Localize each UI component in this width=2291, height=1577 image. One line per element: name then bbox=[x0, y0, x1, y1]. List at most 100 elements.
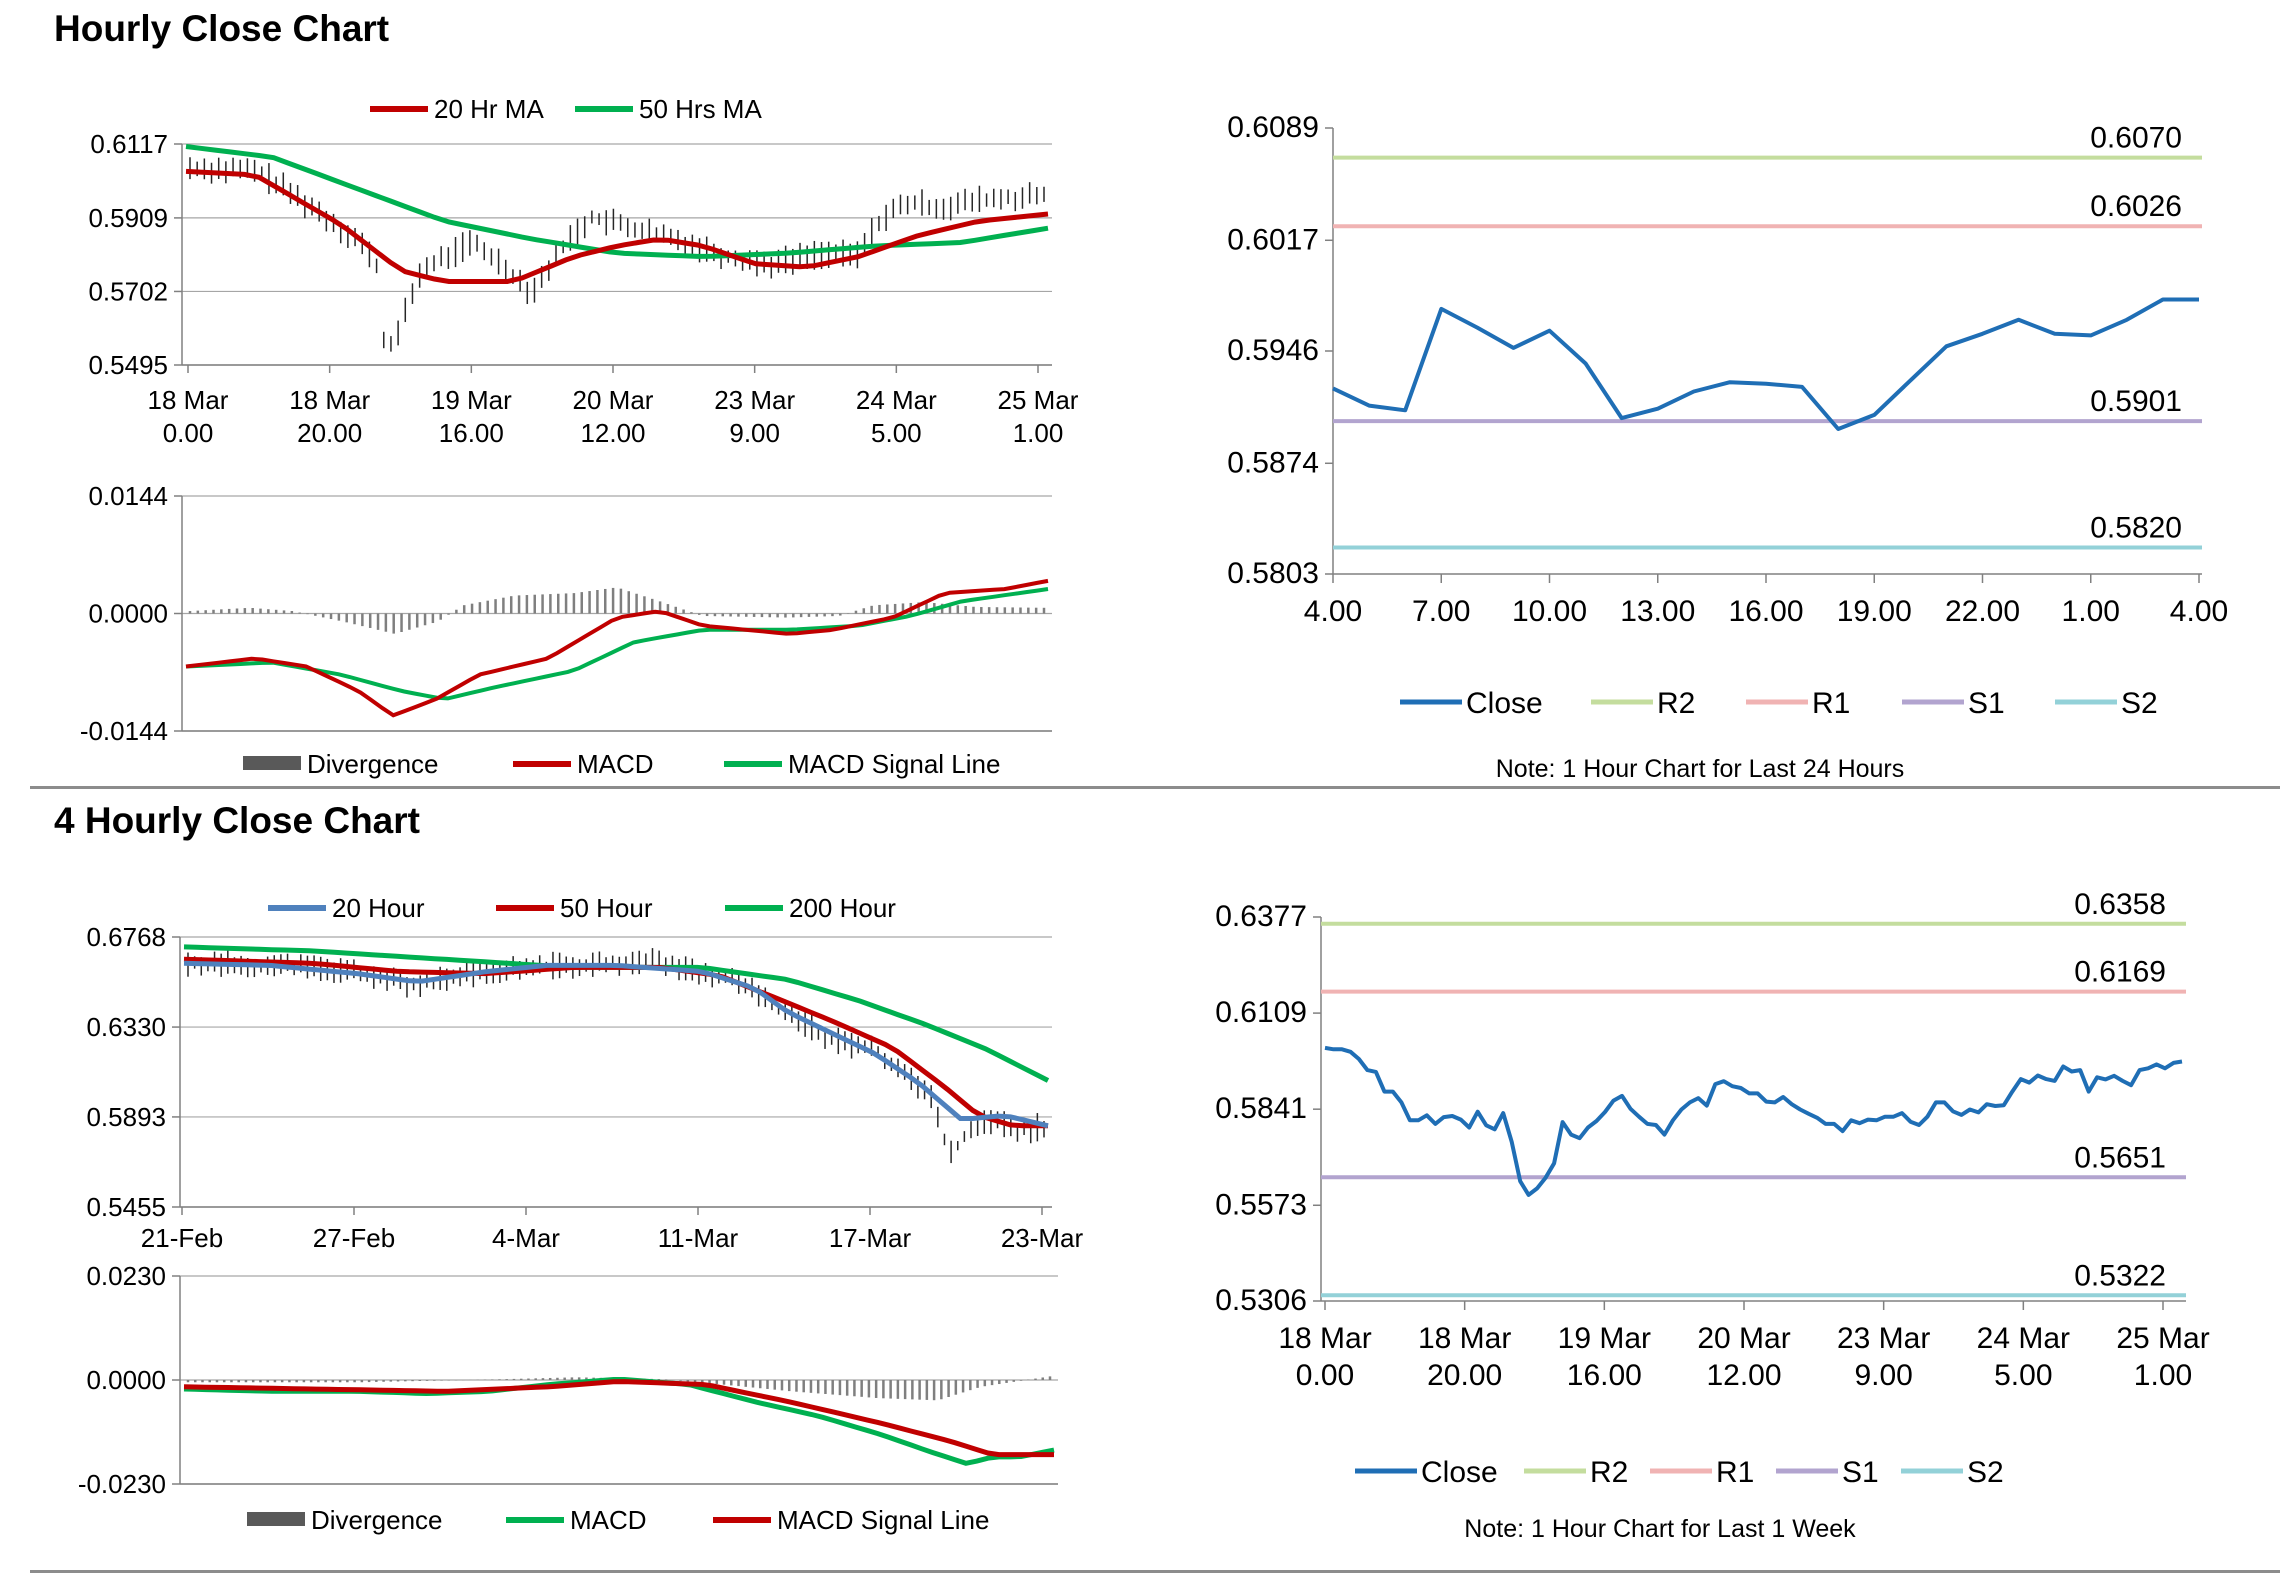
hourly-price-y-tick-label: 0.5495 bbox=[88, 350, 168, 380]
week-sr-legend-label: S1 bbox=[1842, 1456, 1879, 1489]
four-hour-price-x-tick-label: 17-Mar bbox=[829, 1223, 912, 1253]
hourly-sr-level-label-r1: 0.6026 bbox=[2090, 190, 2182, 223]
hourly-sr-x-tick-label: 4.00 bbox=[2170, 595, 2228, 628]
hourly-sr-legend-label: S2 bbox=[2121, 687, 2158, 720]
hourly-price-x-tick-label: 20 Mar bbox=[573, 385, 654, 415]
hourly-sr-y-tick-label: 0.6017 bbox=[1227, 223, 1319, 256]
week-sr-x-tick-label: 25 Mar bbox=[2116, 1322, 2209, 1355]
four-hour-macd-signal-line bbox=[183, 1379, 1054, 1458]
week-sr-x-tick-label: 18 Mar bbox=[1418, 1322, 1511, 1355]
hourly-sr-x-tick-label: 4.00 bbox=[1304, 595, 1362, 628]
hourly-sr-x-tick-label: 13.00 bbox=[1620, 595, 1695, 628]
section-title-four-hourly: 4 Hourly Close Chart bbox=[54, 800, 420, 841]
hourly-macd-signal-line bbox=[185, 587, 1049, 701]
bottom-divider bbox=[30, 1570, 2280, 1573]
week-sr-y-tick-label: 0.5573 bbox=[1215, 1188, 1307, 1221]
four-hour-macd-chart: 0.0230 0.0000 -0.0230 Divergence MACD MACD Si… bbox=[0, 0, 1100, 1570]
week-sr-y-tick-label: 0.5306 bbox=[1215, 1284, 1307, 1317]
hourly-sr-legend-label: R1 bbox=[1812, 687, 1850, 720]
hourly-price-x-tick-label: 16.00 bbox=[439, 418, 504, 448]
hourly-sr-y-tick-label: 0.5803 bbox=[1227, 557, 1319, 590]
four-hour-macd-y-tick-label: 0.0230 bbox=[86, 1261, 166, 1291]
week-sr-level-label-s2: 0.5322 bbox=[2074, 1259, 2166, 1292]
hourly-macd-y-tick-label: 0.0144 bbox=[88, 481, 168, 511]
hourly-price-x-tick-label: 24 Mar bbox=[856, 385, 937, 415]
hourly-sr-x-tick-label: 1.00 bbox=[2062, 595, 2120, 628]
hourly-sr-x-tick-label: 7.00 bbox=[1412, 595, 1470, 628]
week-sr-x-tick-label: 20.00 bbox=[1427, 1359, 1502, 1392]
week-sr-y-tick-label: 0.6377 bbox=[1215, 900, 1307, 933]
hourly-macd-legend-swatch bbox=[243, 756, 301, 770]
four-hour-price-legend-label: 200 Hour bbox=[789, 893, 896, 923]
hourly-sr-x-tick-label: 16.00 bbox=[1728, 595, 1803, 628]
four-hour-price-y-tick-label: 0.5455 bbox=[86, 1192, 166, 1222]
week-sr-x-tick-label: 18 Mar bbox=[1278, 1322, 1371, 1355]
hourly-price-x-tick-label: 25 Mar bbox=[998, 385, 1079, 415]
hourly-macd-chart: 0.0144 0.0000 -0.0144 Divergence MACD MACD Si… bbox=[0, 0, 1100, 790]
four-hour-price-series-20-hour bbox=[183, 960, 1049, 1129]
four-hour-price-y-tick-label: 0.6768 bbox=[86, 922, 166, 952]
hourly-sr-level-label-r2: 0.6070 bbox=[2090, 122, 2182, 155]
hourly-price-x-tick-label: 0.00 bbox=[163, 418, 214, 448]
week-sr-x-tick-label: 5.00 bbox=[1994, 1359, 2052, 1392]
four-hour-macd-legend-label: Divergence bbox=[311, 1505, 443, 1535]
hourly-price-x-tick-label: 20.00 bbox=[297, 418, 362, 448]
hourly-macd-y-tick-label: 0.0000 bbox=[88, 599, 168, 629]
week-sr-x-tick-label: 0.00 bbox=[1296, 1359, 1354, 1392]
hourly-macd-legend-label: Divergence bbox=[307, 749, 439, 779]
week-sr-close-series bbox=[1324, 1045, 2183, 1197]
hourly-sr-x-tick-label: 10.00 bbox=[1512, 595, 1587, 628]
hourly-price-y-tick-label: 0.6117 bbox=[90, 129, 168, 159]
week-sr-level-label-r2: 0.6358 bbox=[2074, 888, 2166, 921]
four-hour-macd-legend-swatch bbox=[247, 1512, 305, 1526]
hourly-sr-level-label-s1: 0.5901 bbox=[2090, 385, 2182, 418]
four-hour-price-x-tick-label: 11-Mar bbox=[658, 1223, 739, 1253]
hourly-macd-legend-label: MACD Signal Line bbox=[788, 749, 1000, 779]
hourly-price-x-tick-label: 12.00 bbox=[580, 418, 645, 448]
hourly-price-series-50hr-ma bbox=[185, 144, 1049, 259]
hourly-price-y-tick-label: 0.5909 bbox=[88, 203, 168, 233]
week-support-resistance-chart: 0.6377 0.6109 0.5841 0.5573 0.5306 18 Mar 0.00… bbox=[1215, 888, 2209, 1489]
week-sr-legend-label: Close bbox=[1421, 1456, 1498, 1489]
hourly-price-x-tick-label: 1.00 bbox=[1013, 418, 1064, 448]
hourly-sr-legend-label: R2 bbox=[1657, 687, 1695, 720]
hourly-sr-y-tick-label: 0.6089 bbox=[1227, 111, 1319, 144]
hourly-price-legend-label: 50 Hrs MA bbox=[639, 94, 762, 124]
hourly-support-resistance-chart: 0.6089 0.6017 0.5946 0.5874 0.5803 4.00 7.00 10… bbox=[0, 0, 2291, 720]
week-sr-level-label-s1: 0.5651 bbox=[2074, 1141, 2166, 1174]
hourly-sr-x-tick-label: 19.00 bbox=[1837, 595, 1912, 628]
section-divider bbox=[30, 786, 2280, 789]
four-hour-macd-y-tick-label: -0.0230 bbox=[78, 1469, 166, 1499]
section-title-hourly: Hourly Close Chart bbox=[54, 8, 390, 49]
hourly-price-x-tick-label: 18 Mar bbox=[289, 385, 370, 415]
week-sr-x-tick-label: 23 Mar bbox=[1837, 1322, 1930, 1355]
four-hour-price-y-tick-label: 0.6330 bbox=[86, 1012, 166, 1042]
hourly-price-series-20hr-ma bbox=[185, 168, 1049, 284]
four-hour-macd-y-tick-label: 0.0000 bbox=[86, 1365, 166, 1395]
hourly-price-x-tick-label: 5.00 bbox=[871, 418, 922, 448]
four-hour-price-legend-label: 50 Hour bbox=[560, 893, 653, 923]
hourly-macd-line bbox=[185, 578, 1049, 718]
hourly-sr-level-label-s2: 0.5820 bbox=[2090, 511, 2182, 544]
week-sr-legend-label: S2 bbox=[1967, 1456, 2004, 1489]
week-sr-x-tick-label: 9.00 bbox=[1854, 1359, 1912, 1392]
hourly-price-x-tick-label: 19 Mar bbox=[431, 385, 512, 415]
four-hour-macd-legend-label: MACD Signal Line bbox=[777, 1505, 989, 1535]
week-sr-x-tick-label: 16.00 bbox=[1567, 1359, 1642, 1392]
week-sr-x-tick-label: 20 Mar bbox=[1697, 1322, 1790, 1355]
week-sr-legend-label: R2 bbox=[1590, 1456, 1628, 1489]
hourly-sr-legend-label: Close bbox=[1466, 687, 1543, 720]
week-sr-x-tick-label: 1.00 bbox=[2134, 1359, 2192, 1392]
week-sr-legend-label: R1 bbox=[1716, 1456, 1754, 1489]
week-sr-level-label-r1: 0.6169 bbox=[2074, 956, 2166, 989]
hourly-price-x-tick-label: 23 Mar bbox=[714, 385, 795, 415]
four-hour-price-y-tick-label: 0.5893 bbox=[86, 1102, 166, 1132]
hourly-price-legend-label: 20 Hr MA bbox=[434, 94, 544, 124]
hourly-price-y-tick-label: 0.5702 bbox=[88, 276, 168, 306]
hourly-price-chart: 0.6117 0.5909 0.5702 0.5495 18 Mar 0.00 18 Mar… bbox=[0, 0, 1100, 460]
hourly-sr-close-series bbox=[1332, 297, 2199, 431]
week-sr-note: Note: 1 Hour Chart for Last 1 Week bbox=[1464, 1515, 1856, 1543]
week-sr-x-tick-label: 24 Mar bbox=[1977, 1322, 2070, 1355]
week-sr-y-tick-label: 0.6109 bbox=[1215, 996, 1307, 1029]
four-hour-price-x-tick-label: 23-Mar bbox=[1001, 1223, 1084, 1253]
